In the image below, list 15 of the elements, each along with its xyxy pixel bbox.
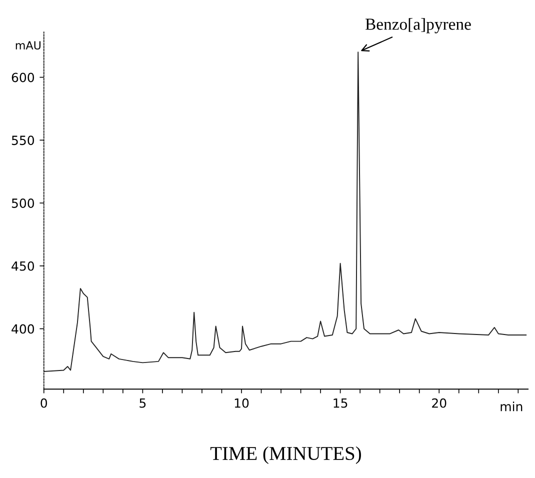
x-tick-label: 0 bbox=[40, 398, 48, 408]
text: min bbox=[500, 402, 522, 412]
x-tick-label: 15 bbox=[334, 398, 348, 408]
y-tick-label: 550 bbox=[12, 136, 34, 146]
line-series bbox=[44, 52, 527, 372]
y-axis-title: mAU bbox=[16, 41, 40, 50]
y-tick-label: 450 bbox=[12, 261, 34, 271]
y-tick-label: 500 bbox=[12, 198, 34, 208]
x-tick-label: 5 bbox=[140, 398, 146, 408]
y-tick-label: 600 bbox=[12, 72, 34, 82]
y-tick-label: 400 bbox=[12, 324, 34, 334]
x-tick-label: 20 bbox=[432, 398, 446, 408]
x-axis-title: TIME (MINUTES) bbox=[210, 446, 361, 464]
annotation: Benzo[a]pyrene bbox=[365, 18, 471, 34]
x-tick-label: 10 bbox=[234, 398, 249, 408]
